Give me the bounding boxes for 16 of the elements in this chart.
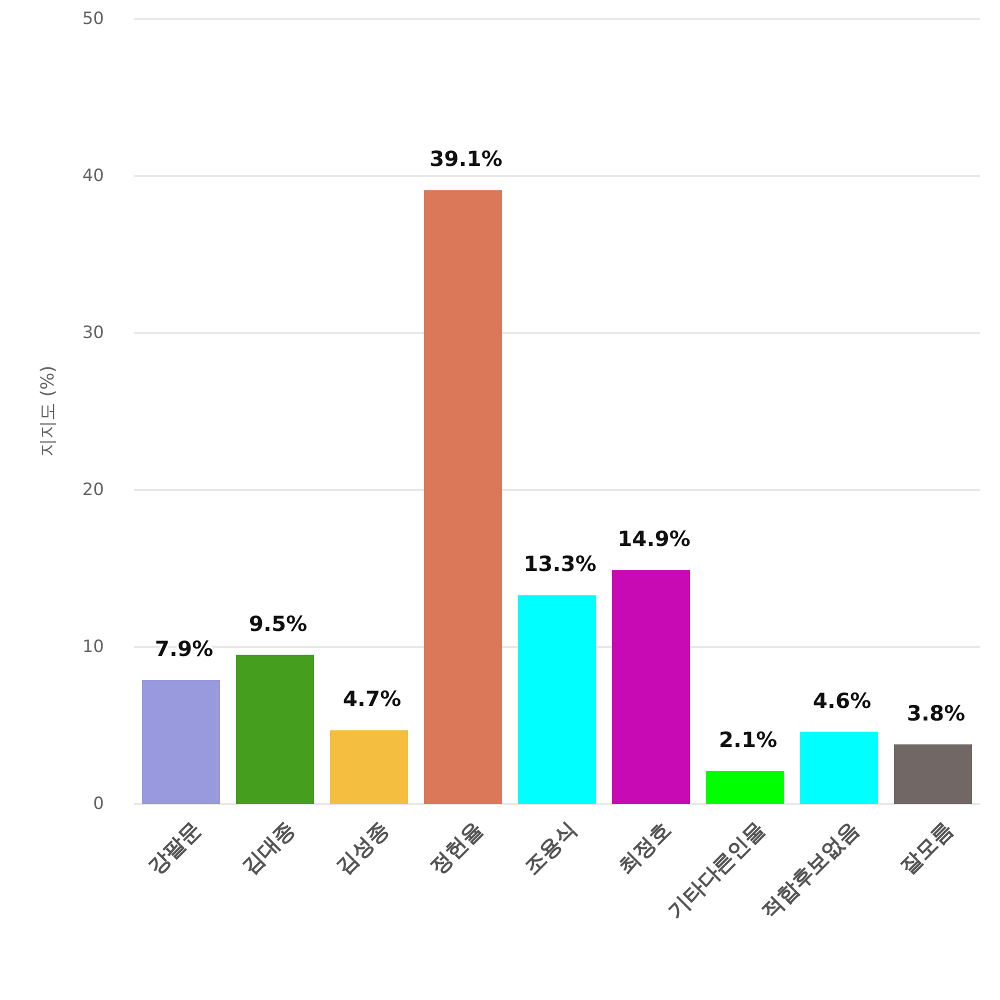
y-tick-label: 30 (82, 323, 104, 343)
y-tick-label: 40 (82, 166, 104, 186)
data-label: 2.1% (718, 728, 778, 752)
data-label: 3.8% (906, 701, 966, 726)
y-tick-label: 50 (82, 9, 104, 29)
y-tick-label: 20 (82, 480, 104, 500)
data-label: 4.6% (812, 688, 872, 713)
data-label: 9.5% (248, 612, 308, 636)
data-label: 39.1% (430, 147, 502, 172)
y-tick-label: 10 (82, 637, 104, 657)
y-axis-title: 지지도 (%) (38, 366, 58, 456)
y-tick-label: 0 (93, 794, 104, 814)
data-label: 4.7% (342, 687, 402, 712)
data-label: 14.9% (618, 527, 690, 552)
data-label: 13.3% (524, 552, 596, 576)
data-label: 7.9% (154, 636, 214, 661)
